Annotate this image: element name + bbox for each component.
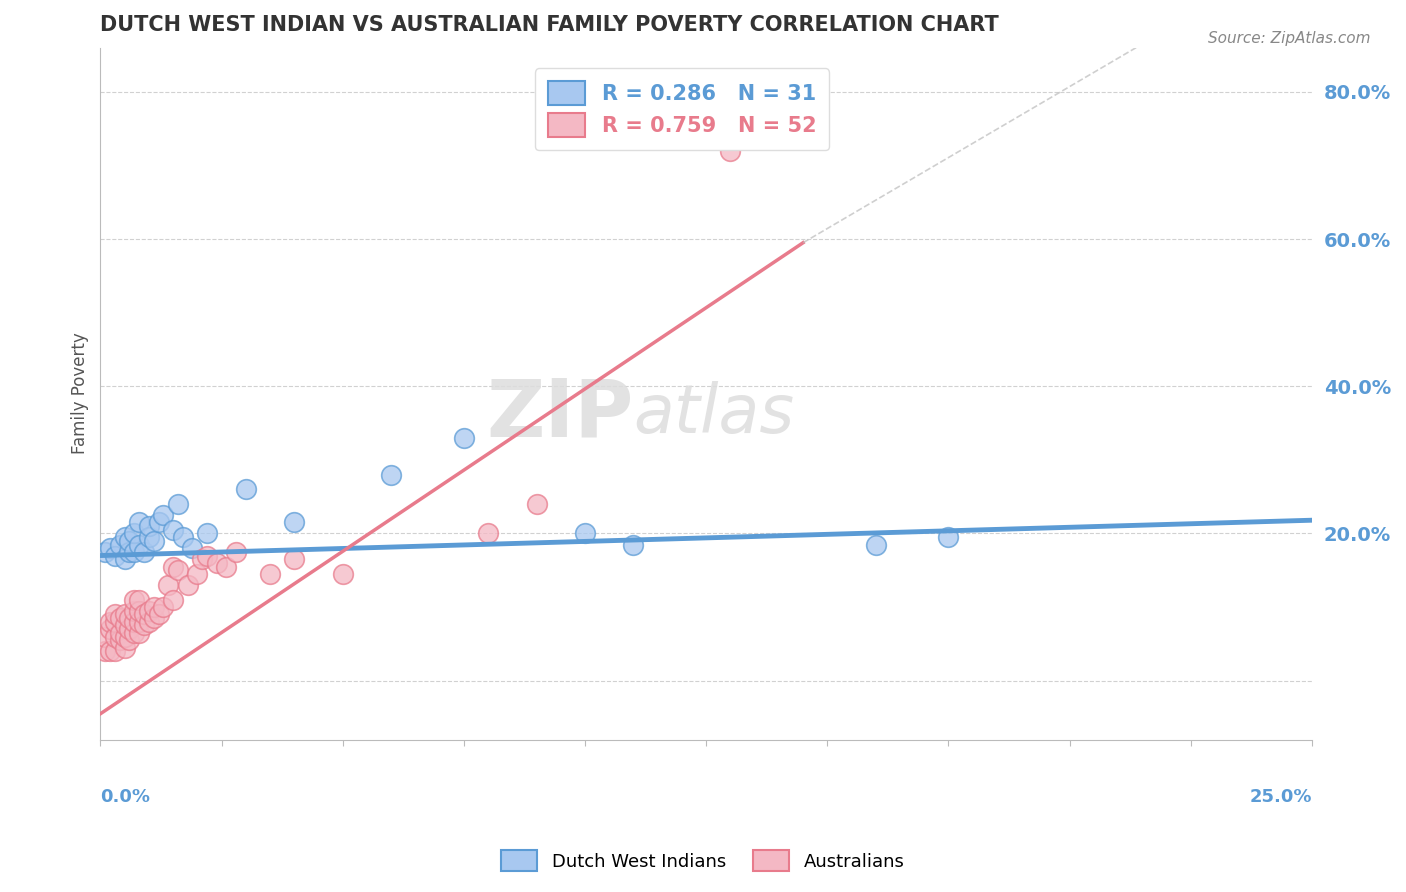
Point xyxy=(124,545,146,559)
Point xyxy=(98,622,121,636)
Point xyxy=(128,625,150,640)
Point xyxy=(114,618,136,632)
Point xyxy=(138,604,160,618)
Point xyxy=(104,607,127,622)
Point xyxy=(162,523,184,537)
Point xyxy=(142,600,165,615)
Point xyxy=(283,552,305,566)
Point xyxy=(108,537,131,551)
Point xyxy=(176,578,198,592)
Point xyxy=(283,516,305,530)
Point xyxy=(94,545,117,559)
Text: atlas: atlas xyxy=(634,382,794,448)
Point xyxy=(132,607,155,622)
Point xyxy=(623,537,645,551)
Point xyxy=(148,607,170,622)
Point xyxy=(148,516,170,530)
Point xyxy=(186,566,208,581)
Point xyxy=(104,615,127,629)
Text: 25.0%: 25.0% xyxy=(1250,788,1312,806)
Text: 0.0%: 0.0% xyxy=(100,788,150,806)
Point xyxy=(205,556,228,570)
Point xyxy=(118,533,141,548)
Point xyxy=(132,545,155,559)
Point xyxy=(94,644,117,658)
Text: Source: ZipAtlas.com: Source: ZipAtlas.com xyxy=(1208,31,1371,46)
Point xyxy=(118,545,141,559)
Point xyxy=(124,526,146,541)
Point xyxy=(114,630,136,644)
Point xyxy=(124,625,146,640)
Legend: Dutch West Indians, Australians: Dutch West Indians, Australians xyxy=(494,843,912,879)
Point xyxy=(98,615,121,629)
Point xyxy=(104,644,127,658)
Point xyxy=(332,566,354,581)
Point xyxy=(128,604,150,618)
Point xyxy=(114,530,136,544)
Point xyxy=(142,611,165,625)
Point xyxy=(124,592,146,607)
Point xyxy=(225,545,247,559)
Legend: R = 0.286   N = 31, R = 0.759   N = 52: R = 0.286 N = 31, R = 0.759 N = 52 xyxy=(536,69,828,150)
Point xyxy=(152,600,174,615)
Point xyxy=(128,537,150,551)
Y-axis label: Family Poverty: Family Poverty xyxy=(72,333,89,455)
Point xyxy=(259,566,281,581)
Point xyxy=(138,530,160,544)
Point xyxy=(167,563,190,577)
Point xyxy=(865,537,887,551)
Point xyxy=(138,519,160,533)
Point xyxy=(128,615,150,629)
Point xyxy=(98,644,121,658)
Point xyxy=(191,552,214,566)
Point xyxy=(235,483,257,497)
Point xyxy=(104,630,127,644)
Point xyxy=(142,533,165,548)
Point xyxy=(124,615,146,629)
Text: DUTCH WEST INDIAN VS AUSTRALIAN FAMILY POVERTY CORRELATION CHART: DUTCH WEST INDIAN VS AUSTRALIAN FAMILY P… xyxy=(100,15,1000,35)
Point xyxy=(195,526,218,541)
Point xyxy=(380,467,402,482)
Point xyxy=(195,549,218,563)
Point xyxy=(128,592,150,607)
Point xyxy=(98,541,121,556)
Point xyxy=(181,541,204,556)
Point xyxy=(938,530,960,544)
Point xyxy=(108,633,131,648)
Point xyxy=(118,633,141,648)
Point xyxy=(108,625,131,640)
Point xyxy=(128,516,150,530)
Point xyxy=(114,552,136,566)
Point xyxy=(453,431,475,445)
Point xyxy=(118,622,141,636)
Point xyxy=(124,604,146,618)
Point xyxy=(526,497,548,511)
Point xyxy=(162,559,184,574)
Point xyxy=(132,618,155,632)
Point xyxy=(162,592,184,607)
Point xyxy=(118,611,141,625)
Point xyxy=(94,630,117,644)
Point xyxy=(172,530,194,544)
Point xyxy=(167,497,190,511)
Point xyxy=(477,526,499,541)
Point xyxy=(104,549,127,563)
Point xyxy=(152,508,174,522)
Point xyxy=(215,559,238,574)
Point xyxy=(574,526,596,541)
Point xyxy=(138,615,160,629)
Point xyxy=(114,607,136,622)
Point xyxy=(108,611,131,625)
Point xyxy=(157,578,180,592)
Point xyxy=(114,640,136,655)
Text: ZIP: ZIP xyxy=(486,376,634,453)
Point xyxy=(718,144,741,158)
